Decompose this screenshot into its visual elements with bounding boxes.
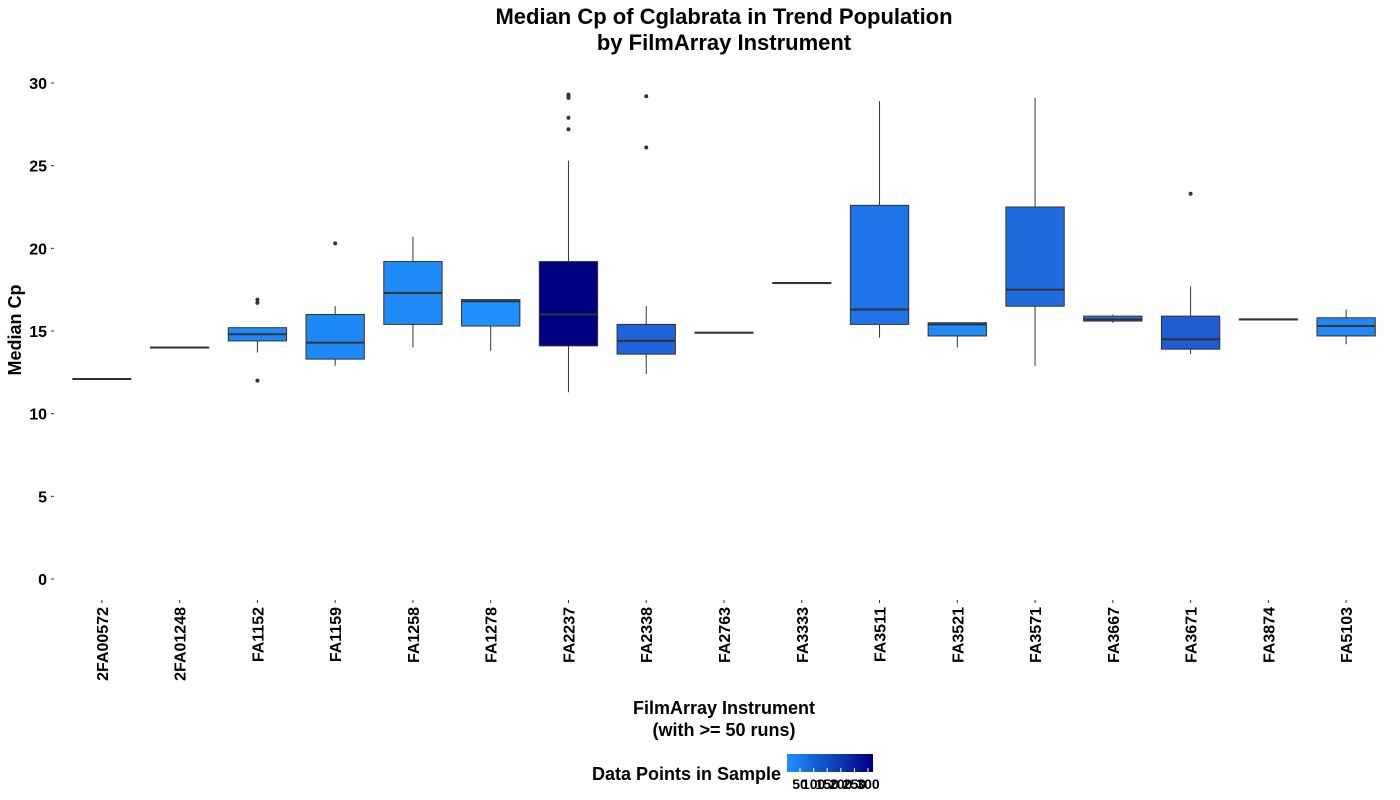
legend-title: Data Points in Sample [592, 764, 781, 784]
y-tick-label: 30 [29, 76, 47, 93]
x-tick-label: FA2763 [717, 607, 734, 663]
outlier-point [255, 378, 260, 383]
box-body [616, 323, 676, 355]
legend-label: 250 [843, 776, 867, 792]
box-FA2338 [616, 94, 676, 374]
chart-title-line-1: Median Cp of Cglabrata in Trend Populati… [495, 4, 952, 29]
x-tick-label: FA3521 [950, 607, 967, 663]
box-body [461, 299, 521, 327]
box-FA1278 [461, 299, 521, 351]
y-axis-title: Median Cp [5, 284, 25, 375]
y-tick-label: 20 [29, 241, 47, 258]
y-tick-label: 5 [38, 489, 47, 506]
x-axis-title-line-1: FilmArray Instrument [633, 698, 815, 718]
x-tick-label: FA1258 [406, 607, 423, 663]
x-axis-title-line-2: (with >= 50 runs) [652, 720, 795, 740]
x-tick-label: FA1159 [328, 607, 345, 662]
x-tick-label: FA2237 [561, 607, 578, 663]
box-body [538, 261, 599, 347]
box-FA1258 [383, 236, 443, 348]
x-tick-label: FA2338 [639, 607, 656, 663]
outlier-point [255, 300, 260, 305]
box-2FA01248 [149, 346, 210, 349]
x-axis: 2FA00572 2FA01248 FA1152 FA1159 FA1258 FA1278… [95, 600, 1356, 681]
box-FA1159 [305, 241, 365, 366]
box-body [305, 313, 365, 360]
x-tick-label: FA3874 [1261, 607, 1278, 663]
x-tick-label: FA3333 [795, 607, 812, 663]
box-FA5103 [1316, 309, 1376, 345]
x-tick-label: 2FA00572 [95, 607, 112, 681]
outlier-point [333, 241, 338, 246]
legend-label: 200 [829, 776, 853, 792]
y-tick-label: 0 [38, 572, 47, 589]
box-FA3671 [1160, 191, 1221, 355]
box-FA3333 [772, 282, 832, 285]
box-body [1005, 206, 1065, 307]
legend-label: 150 [816, 776, 840, 792]
x-tick-label: FA3571 [1028, 607, 1045, 663]
x-tick-label: 2FA01248 [173, 607, 190, 681]
box-FA3521 [927, 322, 987, 348]
outlier-point [644, 94, 649, 99]
outlier-point [1188, 191, 1193, 196]
outlier-point [566, 127, 571, 132]
boxes-layer [72, 92, 1376, 393]
box-body [927, 322, 987, 337]
x-tick-label: FA3667 [1106, 607, 1123, 663]
y-tick-label: 25 [29, 159, 47, 176]
outlier-point [566, 115, 571, 120]
x-tick-label: FA3511 [873, 607, 890, 662]
legend-colorbar [787, 754, 873, 772]
x-tick-label: FA1152 [250, 607, 267, 662]
chart-title-line-2: by FilmArray Instrument [597, 30, 852, 55]
legend-label: 300 [856, 776, 880, 792]
box-FA2763 [694, 331, 754, 334]
box-body [849, 204, 910, 325]
box-FA3571 [1005, 97, 1065, 366]
outlier-point [255, 297, 260, 302]
box-FA1152 [227, 297, 288, 383]
box-FA3874 [1238, 318, 1299, 321]
y-axis: 0 5 10 15 20 25 30 [29, 76, 54, 589]
x-tick-label: FA1278 [484, 607, 501, 663]
x-tick-label: FA3671 [1184, 607, 1201, 663]
x-tick-label: FA5103 [1339, 607, 1356, 663]
box-2FA00572 [72, 377, 132, 380]
y-tick-label: 10 [29, 407, 47, 424]
outlier-point [644, 145, 649, 150]
legend-label: 50 [792, 776, 808, 792]
box-FA3511 [849, 101, 910, 338]
y-tick-label: 15 [29, 324, 47, 341]
box-FA3667 [1083, 314, 1143, 323]
outlier-point [566, 92, 571, 97]
legend-label: 100 [802, 776, 826, 792]
box-body [1160, 315, 1221, 350]
box-FA2237 [538, 92, 599, 393]
